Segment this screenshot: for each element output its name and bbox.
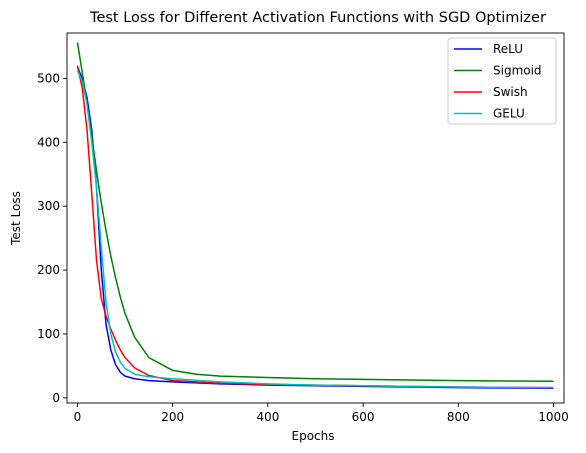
y-tick-label: 0 [52, 391, 60, 405]
x-axis-label: Epochs [292, 429, 335, 443]
x-tick-label: 0 [74, 410, 82, 424]
x-tick-label: 400 [256, 410, 279, 424]
chart-title: Test Loss for Different Activation Funct… [89, 10, 546, 26]
series-line-gelu [76, 70, 554, 389]
y-axis: 0 100 200 300 400 500 [37, 71, 67, 405]
legend-label-gelu: GELU [493, 107, 525, 121]
y-tick-label: 400 [37, 135, 60, 149]
x-axis: 0 200 400 600 800 1000 [74, 403, 569, 424]
legend-label-sigmoid: Sigmoid [493, 64, 542, 78]
x-tick-label: 600 [352, 410, 375, 424]
y-axis-label: Test Loss [9, 191, 23, 246]
x-tick-label: 200 [161, 410, 184, 424]
legend-frame [447, 37, 557, 125]
legend: ReLU Sigmoid Swish GELU [447, 37, 557, 125]
legend-label-swish: Swish [493, 85, 528, 99]
plot-area [76, 42, 554, 390]
y-tick-label: 300 [37, 199, 60, 213]
x-tick-label: 800 [447, 410, 470, 424]
x-tick-label: 1000 [538, 410, 569, 424]
y-tick-label: 500 [37, 71, 60, 85]
y-tick-label: 200 [37, 263, 60, 277]
y-tick-label: 100 [37, 327, 60, 341]
legend-label-relu: ReLU [493, 42, 523, 56]
plot-frame [66, 32, 565, 404]
series-line-sigmoid [76, 42, 554, 383]
